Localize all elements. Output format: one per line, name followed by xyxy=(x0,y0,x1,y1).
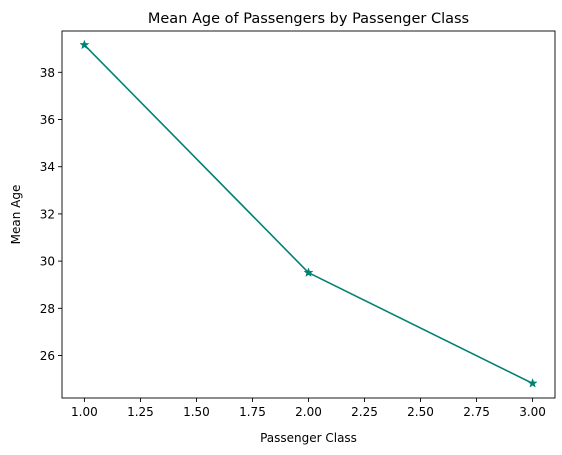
y-tick-label: 28 xyxy=(40,302,55,316)
plot-frame xyxy=(61,30,556,399)
x-axis-ticks: 1.00 1.25 1.50 1.75 2.00 2.25 2.50 2.75 3.00 xyxy=(71,398,546,419)
y-axis-ticks: 26 28 30 32 34 36 38 xyxy=(40,66,62,363)
x-tick-label: 1.00 xyxy=(71,405,98,419)
data-point-star xyxy=(79,39,90,50)
x-tick-label: 2.75 xyxy=(463,405,490,419)
plot-area xyxy=(62,31,555,398)
data-point-star xyxy=(527,378,538,388)
x-tick-label: 1.50 xyxy=(183,405,210,419)
y-tick-label: 30 xyxy=(40,255,55,269)
x-tick-label: 3.00 xyxy=(519,405,546,419)
y-tick-label: 38 xyxy=(40,66,55,80)
chart-title: Mean Age of Passengers by Passenger Clas… xyxy=(148,11,469,27)
y-tick-label: 32 xyxy=(40,207,55,221)
x-tick-label: 2.00 xyxy=(295,405,322,419)
x-tick-label: 2.25 xyxy=(351,405,378,419)
y-tick-label: 34 xyxy=(40,160,55,174)
y-tick-label: 36 xyxy=(40,113,55,127)
data-point-star xyxy=(303,267,314,277)
x-tick-label: 2.50 xyxy=(407,405,434,419)
x-axis-label: Passenger Class xyxy=(260,431,357,445)
x-tick-label: 1.25 xyxy=(127,405,154,419)
x-tick-label: 1.75 xyxy=(239,405,266,419)
y-tick-label: 26 xyxy=(40,349,55,363)
y-axis-label: Mean Age xyxy=(9,185,23,245)
series-layer xyxy=(79,39,538,388)
